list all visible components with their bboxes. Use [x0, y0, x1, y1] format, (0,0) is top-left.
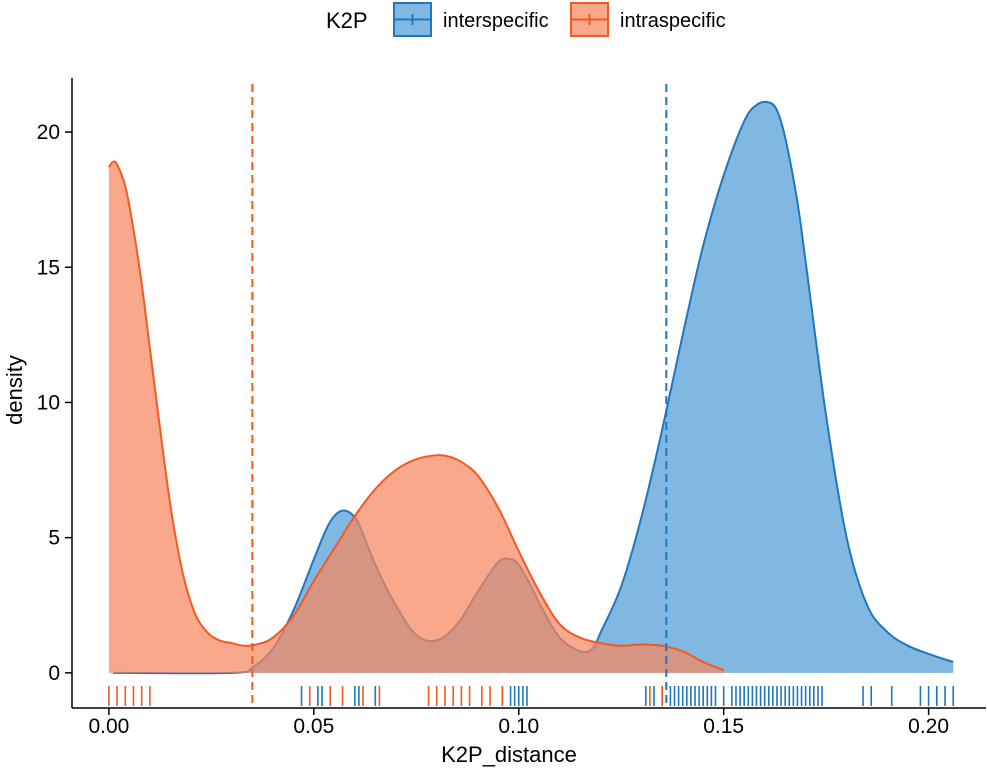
legend: K2P interspecific intraspecific	[326, 2, 726, 37]
x-tick-label: 0.20	[908, 715, 949, 738]
x-axis-label: K2P_distance	[441, 742, 577, 767]
x-tick-label: 0.05	[293, 715, 334, 738]
density-area-intraspecific	[108, 161, 724, 673]
density-area-interspecific	[112, 101, 954, 674]
y-tick-label: 10	[37, 391, 60, 414]
x-tick-label: 0.10	[498, 715, 539, 738]
x-tick-label: 0.15	[703, 715, 744, 738]
y-tick-label: 0	[48, 662, 60, 685]
legend-label-intraspecific: intraspecific	[620, 10, 726, 32]
y-tick-label: 5	[48, 527, 60, 550]
legend-keys: interspecific intraspecific	[393, 2, 726, 37]
rug-marks	[108, 686, 955, 706]
y-tick-label: 20	[37, 121, 60, 144]
y-tick-label: 15	[37, 256, 60, 279]
density-fills	[108, 100, 954, 675]
legend-title: K2P	[326, 8, 368, 33]
x-tick-label: 0.00	[88, 715, 129, 738]
legend-label-interspecific: interspecific	[443, 10, 549, 32]
axes: 0.00 0.05 0.10 0.15 0.20 0 5 10 15 20	[37, 78, 986, 738]
y-axis-label: density	[2, 355, 27, 425]
mean-lines	[251, 84, 668, 708]
density-line-intraspecific	[108, 160, 725, 672]
